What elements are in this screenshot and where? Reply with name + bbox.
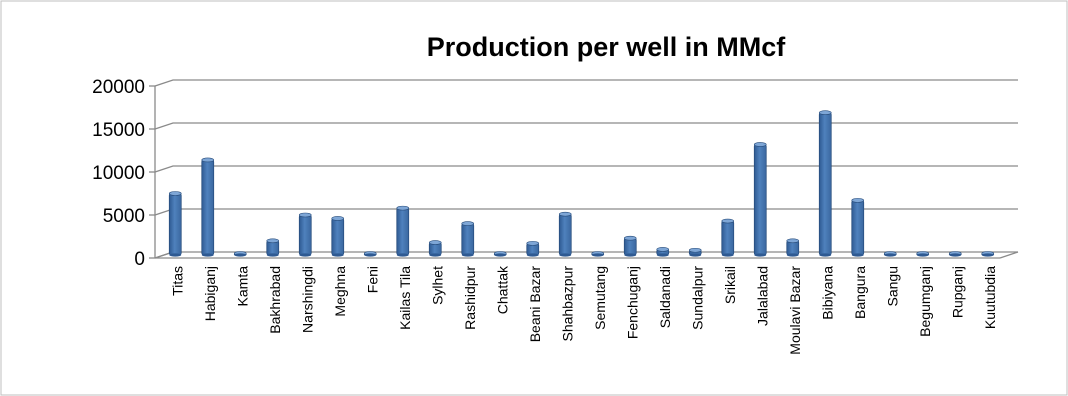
x-tick-label: Moulavi Bazar <box>787 266 803 355</box>
x-tick-label: Bibiyana <box>819 266 835 320</box>
y-tick-label: 5000 <box>103 206 145 227</box>
bar-top <box>688 247 702 253</box>
bar-base <box>624 253 637 257</box>
bar-base <box>299 253 312 257</box>
bar-base <box>981 253 994 257</box>
x-tick-label: Shahbazpur <box>559 266 575 342</box>
bar-top <box>753 142 767 147</box>
gridline <box>154 122 1018 130</box>
x-tick-label: Rashidpur <box>462 266 478 330</box>
bar <box>331 218 345 256</box>
bar-base <box>721 253 734 257</box>
bar-base <box>201 253 214 257</box>
bar-top <box>623 235 637 241</box>
x-tick-label: Bakhrabad <box>267 266 283 334</box>
gridline <box>154 79 1018 87</box>
bar-top <box>786 238 800 244</box>
bar-base <box>169 253 182 257</box>
bar-top <box>168 191 182 196</box>
bar-top <box>461 221 475 226</box>
bar-base <box>234 253 247 257</box>
x-tick-label: Saldanadi <box>657 266 673 328</box>
y-tick-label: 15000 <box>92 120 145 141</box>
bar-base <box>331 253 344 257</box>
bar-base <box>494 253 507 257</box>
x-tick-label: Kailas Tila <box>397 266 413 330</box>
bar-base <box>266 253 279 257</box>
bar-top <box>396 205 410 211</box>
bar-base <box>526 253 539 257</box>
bar <box>396 207 410 256</box>
bar-base <box>396 253 409 257</box>
bar <box>558 213 572 256</box>
x-tick-label: Begumganj <box>917 266 933 337</box>
bar-base <box>754 253 767 257</box>
x-tick-label: Bangura <box>852 266 868 319</box>
bar-base <box>949 253 962 257</box>
x-tick-label: Beani Bazar <box>527 266 543 343</box>
bar-base <box>461 253 474 257</box>
bar-base <box>884 253 897 257</box>
bar-base <box>819 253 832 257</box>
bar-base <box>851 253 864 257</box>
y-tick-label: 20000 <box>92 77 145 98</box>
x-tick-label: Titas <box>169 266 185 296</box>
bar-top <box>298 212 312 218</box>
x-tick-label: Habiganj <box>202 266 218 321</box>
bar-top <box>721 218 735 224</box>
bar-base <box>689 253 702 257</box>
bar <box>753 144 767 256</box>
bar-base <box>591 253 604 257</box>
bar-top <box>201 157 215 163</box>
bar-base <box>786 253 799 257</box>
bar <box>623 237 637 256</box>
y-tick-label: 0 <box>134 249 145 270</box>
chart-title: Production per well in MMcf <box>427 32 787 62</box>
x-tick-label: Srikail <box>722 266 738 304</box>
bar-base <box>656 253 669 257</box>
bar-top <box>428 240 442 245</box>
x-tick-label: Sangu <box>884 266 900 306</box>
bar-top <box>851 198 865 203</box>
bar-base <box>916 253 929 257</box>
bar-top <box>526 241 540 246</box>
x-tick-label: Jalalabad <box>754 266 770 326</box>
floor-right-edge <box>999 251 1019 259</box>
x-tick-label: Narshingdi <box>299 266 315 333</box>
bar <box>721 220 735 256</box>
x-tick-label: Feni <box>364 266 380 293</box>
bar-base <box>429 253 442 257</box>
x-tick-label: Kuutubdia <box>982 266 998 329</box>
bar <box>461 223 475 256</box>
bar <box>851 200 865 256</box>
y-tick-label: 10000 <box>92 163 145 184</box>
bar <box>818 112 832 256</box>
x-tick-label: Fenchuganj <box>624 266 640 339</box>
x-tick-label: Sundalpur <box>689 266 705 330</box>
gridline <box>154 165 1018 173</box>
bar-top <box>331 216 345 221</box>
x-tick-label: Kamta <box>234 266 250 307</box>
bar-base <box>559 253 572 257</box>
bar <box>201 159 215 256</box>
bar-top <box>266 238 280 244</box>
plot-area: 0 5000 10000 15000 20000 Titas Habiganj Kamta Ba… <box>92 77 1019 355</box>
x-tick-label: Sylhet <box>429 266 445 305</box>
x-tick-label: Chattak <box>494 265 510 314</box>
bar <box>168 193 182 256</box>
x-tick-label: Meghna <box>332 266 348 317</box>
x-tick-label: Semutang <box>592 266 608 330</box>
bar-base <box>364 253 377 257</box>
x-tick-label: Rupganj <box>949 266 965 318</box>
bar-top <box>656 247 670 252</box>
bar <box>298 214 312 256</box>
bar-top <box>558 211 572 217</box>
bar-top <box>818 110 832 115</box>
